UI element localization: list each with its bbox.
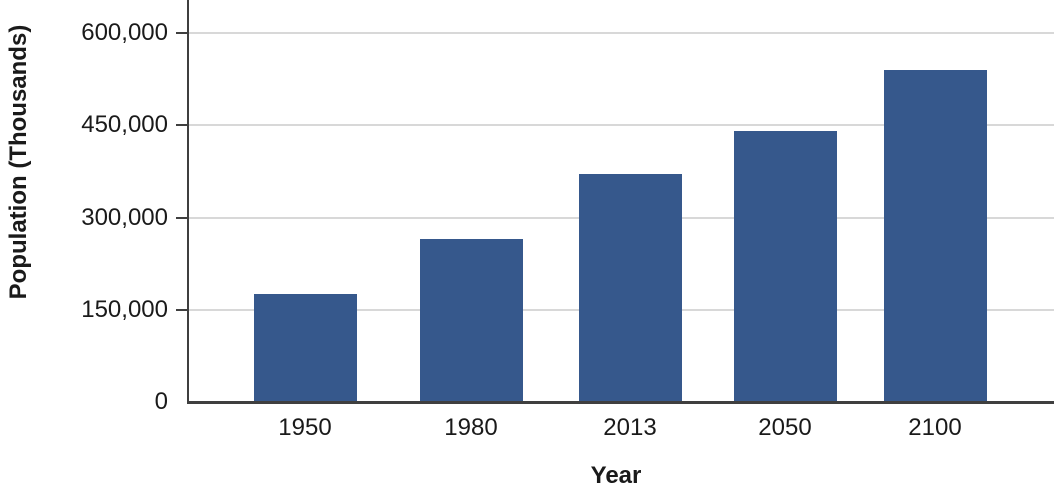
x-tick-label: 2013 bbox=[603, 414, 657, 441]
y-tick-mark bbox=[176, 308, 188, 311]
bar-2050 bbox=[733, 131, 837, 402]
gridline bbox=[188, 32, 1054, 34]
plot-area bbox=[188, 0, 1054, 402]
x-axis-line bbox=[187, 401, 1054, 404]
gridline bbox=[188, 124, 1054, 127]
y-axis-title: Population (Thousands) bbox=[5, 24, 32, 300]
x-tick-label: 1980 bbox=[444, 414, 498, 441]
y-tick-label: 450,000 bbox=[81, 111, 168, 139]
bar-1980 bbox=[419, 239, 523, 402]
y-axis-line bbox=[187, 0, 189, 404]
bar-1950 bbox=[253, 294, 357, 402]
y-tick-mark bbox=[176, 216, 188, 219]
x-tick-label: 2050 bbox=[758, 414, 812, 441]
y-tick-label: 600,000 bbox=[81, 19, 168, 46]
bar-2013 bbox=[578, 174, 682, 402]
x-tick-label: 1950 bbox=[278, 414, 332, 441]
bar-2100 bbox=[883, 69, 987, 402]
y-tick-label: 150,000 bbox=[81, 295, 168, 323]
y-tick-label: 0 bbox=[154, 388, 168, 415]
x-tick-label: 2100 bbox=[908, 414, 962, 441]
y-tick-label: 300,000 bbox=[81, 203, 168, 231]
x-axis-title: Year bbox=[590, 462, 642, 489]
y-tick-mark bbox=[176, 124, 188, 127]
y-tick-mark bbox=[176, 32, 188, 34]
